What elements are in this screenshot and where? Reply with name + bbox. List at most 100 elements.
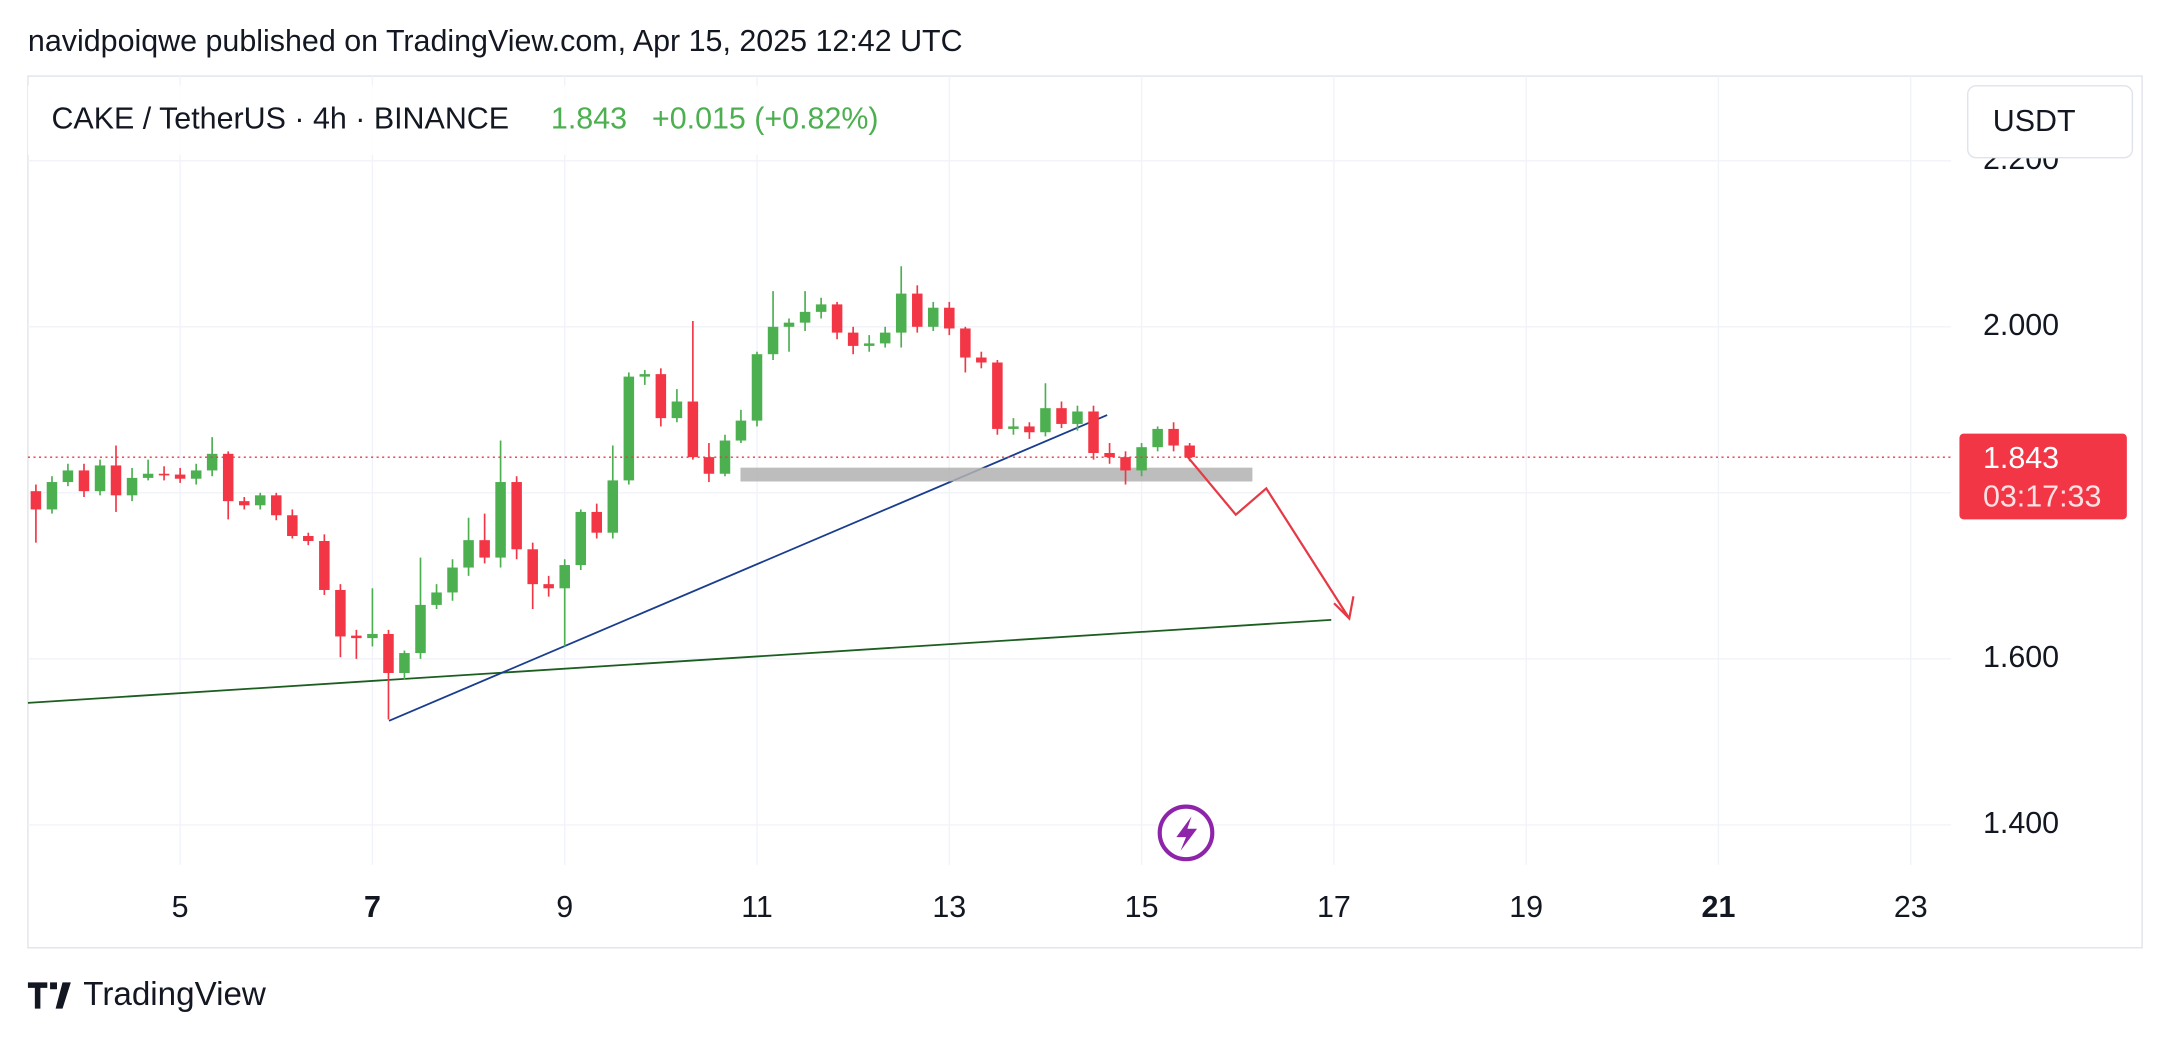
candle-body [46,482,58,510]
candle-body [511,482,522,550]
trend-line [388,414,1108,722]
candle-body [1120,457,1131,471]
candle-body [863,343,875,346]
candle-body [62,470,74,483]
publish-info: navidpoiqwe published on TradingView.com… [28,24,963,58]
candle-body [463,540,474,568]
candle-body [447,567,458,593]
support-line [27,618,1332,704]
candle-body [575,511,587,566]
candle-body [383,633,394,673]
candle-body [254,495,266,506]
candle-body [927,307,939,327]
candle-body [367,633,378,639]
x-tick-label: 15 [1125,890,1159,924]
candle-body [431,592,442,605]
grid: 1.4001.6001.8002.0002.200579111315171921… [27,76,2059,924]
candle-body [623,376,635,481]
candle-body [687,401,699,458]
candle-body [158,473,170,476]
candle-body [944,307,955,329]
candle-body [239,501,250,506]
candle-body [1072,411,1083,424]
price-change: +0.015 (+0.82%) [652,101,879,135]
candle-body [879,332,891,344]
x-tick-label: 7 [364,890,381,924]
candle-body [1040,408,1051,433]
candle-body [190,470,202,479]
y-tick-label: 1.600 [1983,640,2059,674]
candles [27,266,1952,720]
candle-body [767,326,779,355]
candle-body [639,374,651,377]
currency[interactable]: USDT [1993,104,2076,138]
candle-body [415,604,426,654]
candle-body [591,511,602,533]
candle-body [655,374,667,419]
candle-body [1008,426,1019,429]
arrow-head [1333,596,1355,621]
candle-body [495,482,506,558]
candle-body [94,465,106,492]
candle-body [174,474,186,479]
overlay: CAKE / TetherUS · 4h · BINANCE 1.843 +0.… [27,85,2134,862]
candle-body [960,328,971,358]
candle-body [287,515,298,537]
countdown: 03:17:33 [1983,480,2101,514]
x-tick-label: 21 [1702,890,1736,924]
x-tick-label: 19 [1509,890,1543,924]
candle-body [1168,428,1179,446]
y-tick-label: 2.000 [1983,308,2059,342]
candle-body [799,311,811,323]
drawings [27,414,1355,722]
candle-body [110,465,122,496]
x-tick-label: 5 [172,890,189,924]
legend-bg [27,85,928,155]
x-tick-label: 17 [1317,890,1351,924]
candle-body [319,540,330,590]
price-label: 1.843 [1983,441,2059,475]
candle-body [976,357,987,363]
candle-body [1104,452,1115,458]
candle-body [351,635,362,639]
candle-body [1088,411,1099,453]
chart-frame [27,75,2143,949]
candle-body [1152,428,1163,448]
candle-body [831,304,843,333]
candle-body [1024,426,1035,433]
candle-body [1184,445,1195,458]
candle-body [912,293,923,327]
last-price: 1.843 [551,101,627,135]
candle-body [815,304,827,312]
brand-logo [27,982,71,1009]
candle-body [895,293,907,333]
candle-body [703,457,715,474]
candle-body [735,420,747,441]
currency-button[interactable] [1967,85,2134,159]
candle-body [751,354,763,421]
candle-body [783,322,795,327]
candle-body [992,362,1003,429]
brand-name: TradingView [83,976,267,1013]
x-tick-label: 11 [741,890,773,924]
zone-box [740,467,1253,482]
candle-body [126,477,138,496]
candle-body [335,589,346,637]
candle-body [399,653,410,673]
candle-body [543,584,554,589]
symbol-info: CAKE / TetherUS · 4h · BINANCE [51,101,509,135]
candle-body [1056,408,1067,424]
forecast-arrow [1186,455,1351,620]
candle-body [30,491,42,510]
candle-body [1136,447,1147,471]
candle-body [719,440,731,474]
candle-body [527,549,538,585]
y-tick-label: 1.400 [1983,806,2059,840]
price-label-box [1959,433,2127,520]
candle-body [847,332,859,346]
brand: TradingView [27,976,267,1013]
candle-body [607,480,619,533]
candle-body [671,401,683,419]
